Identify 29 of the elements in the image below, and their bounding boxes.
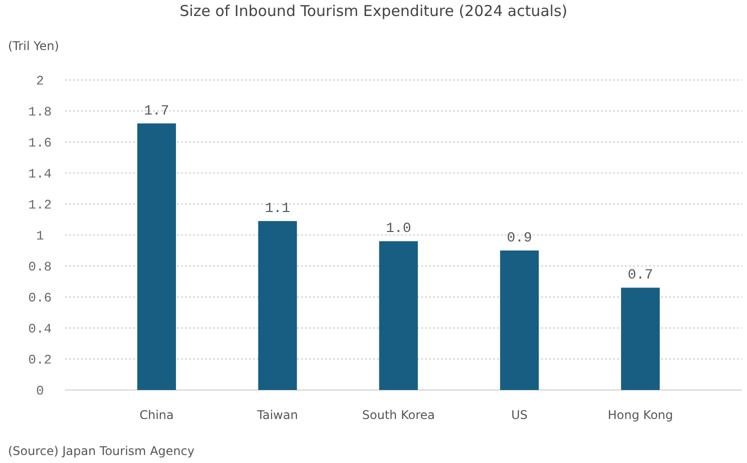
y-tick-label: 1.8 (28, 104, 52, 120)
y-tick-label: 0.2 (28, 352, 52, 368)
x-tick-label: South Korea (362, 408, 435, 422)
y-tick-label: 1.2 (28, 198, 52, 213)
data-label: 1.0 (386, 221, 412, 238)
y-tick-label: 0.6 (28, 290, 52, 306)
data-label: 0.7 (628, 268, 654, 284)
bar (258, 221, 297, 390)
text: (Source) Japan Tourism Agency (8, 444, 194, 458)
x-tick-label: Hong Kong (608, 408, 674, 422)
y-tick-label: 2 (36, 74, 44, 89)
y-tick-label: 0 (36, 384, 44, 399)
y-tick-label: 1.4 (28, 166, 52, 182)
x-tick-label: US (511, 408, 528, 422)
data-label: 1.7 (144, 103, 170, 120)
bar (500, 250, 539, 390)
bar (137, 123, 176, 390)
y-axis-title: (Tril Yen) (8, 39, 60, 53)
bar (621, 288, 660, 390)
x-tick-label: Taiwan (256, 408, 298, 422)
y-tick-label: 0.8 (28, 260, 52, 275)
bar (379, 241, 418, 390)
chart-title: Size of Inbound Tourism Expenditure (2024 actuals) (180, 2, 568, 20)
x-tick-label: China (139, 408, 174, 422)
data-label: 0.9 (506, 230, 532, 246)
data-label: 1.1 (264, 201, 290, 218)
y-tick-label: 0.4 (28, 322, 52, 337)
y-tick-label: 1.6 (28, 136, 52, 151)
y-tick-label: 1 (36, 228, 44, 244)
